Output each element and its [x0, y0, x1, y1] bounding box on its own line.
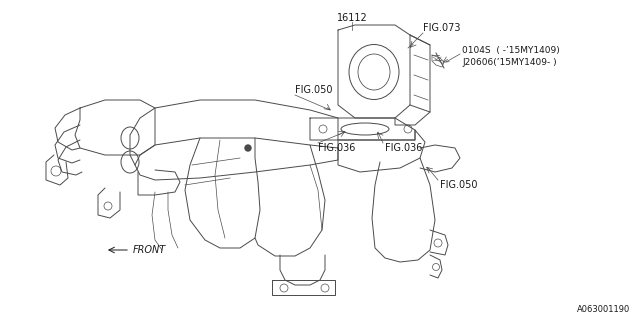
Text: FIG.050: FIG.050 [440, 180, 477, 190]
Text: FIG.050: FIG.050 [295, 85, 333, 95]
Text: FIG.073: FIG.073 [423, 23, 461, 33]
Text: FRONT: FRONT [133, 245, 166, 255]
Text: A063001190: A063001190 [577, 306, 630, 315]
Text: 0104S  ( -’15MY1409): 0104S ( -’15MY1409) [462, 45, 560, 54]
Text: FIG.036: FIG.036 [318, 143, 355, 153]
Circle shape [245, 145, 251, 151]
Text: FIG.036: FIG.036 [385, 143, 422, 153]
Text: 16112: 16112 [337, 13, 367, 23]
Text: J20606(’15MY1409- ): J20606(’15MY1409- ) [462, 58, 557, 67]
